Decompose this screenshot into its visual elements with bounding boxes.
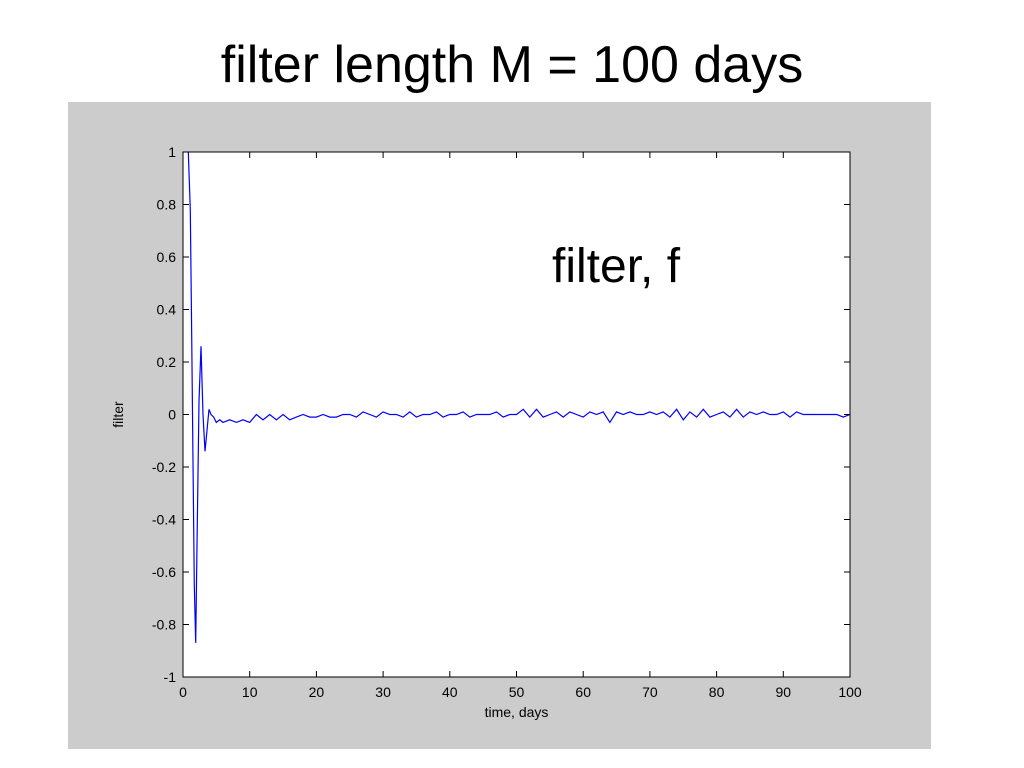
slide-title: filter length M = 100 days [220, 36, 804, 94]
x-tick-label: 90 [776, 684, 792, 700]
y-tick-label: 0 [168, 407, 176, 423]
x-tick-labels: 0 10 20 30 40 50 60 70 80 90 100 [179, 684, 862, 700]
x-tick-label: 60 [575, 684, 591, 700]
x-tick-label: 100 [838, 684, 862, 700]
y-axis-label: filter [110, 401, 126, 428]
y-tick-labels: -1 -0.8 -0.6 -0.4 -0.2 0 0.2 0.4 0.6 0.8 1 [152, 144, 176, 685]
plot-frame [182, 151, 851, 678]
x-tick-label: 10 [242, 684, 258, 700]
line-chart: 0 10 20 30 40 50 60 70 80 90 100 -1-0.8-0.6-0.4-0.… [110, 144, 862, 720]
y-tick-label: 1 [168, 144, 176, 160]
figure-panel: 0 10 20 30 40 50 60 70 80 90 100 -1 -0.8 -0.6 -0.4 -0.… [68, 102, 931, 749]
y-tick-label: 0.6 [157, 249, 177, 265]
x-tick-label: 50 [509, 684, 525, 700]
x-tick-label: 40 [442, 684, 458, 700]
y-tick-label: -1 [164, 669, 177, 685]
x-axis-label: time, days [485, 704, 549, 720]
y-tick-label: 0.2 [157, 354, 177, 370]
x-tick-label: 70 [642, 684, 658, 700]
y-tick-label: -0.4 [152, 512, 176, 528]
y-tick-label: -0.8 [152, 617, 176, 633]
x-tick-label: 30 [375, 684, 391, 700]
annotation-label: filter, f [552, 240, 681, 293]
y-tick-label: 0.8 [157, 197, 177, 213]
x-tick-label: 20 [309, 684, 325, 700]
y-tick-label: -0.6 [152, 564, 176, 580]
y-tick-label: -0.2 [152, 459, 176, 475]
y-tick-label: 0.4 [157, 302, 177, 318]
x-tick-label: 80 [709, 684, 725, 700]
series-line-filter [187, 151, 851, 643]
x-tick-label: 0 [179, 684, 187, 700]
